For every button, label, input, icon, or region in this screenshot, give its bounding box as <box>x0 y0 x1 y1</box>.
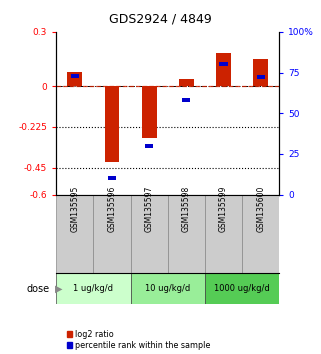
Text: 10 ug/kg/d: 10 ug/kg/d <box>145 284 190 293</box>
Bar <box>242 195 279 273</box>
Bar <box>216 53 231 86</box>
Text: 1000 ug/kg/d: 1000 ug/kg/d <box>214 284 270 293</box>
Bar <box>131 195 168 273</box>
Text: GSM135598: GSM135598 <box>182 186 191 232</box>
Bar <box>168 195 205 273</box>
Bar <box>67 72 82 86</box>
Text: GSM135596: GSM135596 <box>108 186 117 232</box>
Bar <box>93 195 131 273</box>
Bar <box>56 195 93 273</box>
Bar <box>253 59 268 86</box>
Text: GSM135600: GSM135600 <box>256 186 265 232</box>
Text: GSM135597: GSM135597 <box>145 186 154 232</box>
Bar <box>205 273 279 304</box>
Text: GSM135599: GSM135599 <box>219 186 228 232</box>
Bar <box>71 74 79 78</box>
Text: ▶: ▶ <box>55 284 62 293</box>
Bar <box>105 86 119 162</box>
Bar <box>182 98 190 102</box>
Bar <box>205 195 242 273</box>
Bar <box>108 176 116 181</box>
Bar <box>142 86 157 138</box>
Bar <box>131 273 205 304</box>
Legend: log2 ratio, percentile rank within the sample: log2 ratio, percentile rank within the s… <box>67 330 211 350</box>
Bar <box>56 273 131 304</box>
Text: dose: dose <box>27 284 50 293</box>
Bar <box>179 79 194 86</box>
Text: 1 ug/kg/d: 1 ug/kg/d <box>74 284 113 293</box>
Bar <box>145 144 153 148</box>
Bar <box>256 75 265 79</box>
Text: GSM135595: GSM135595 <box>70 186 79 232</box>
Bar <box>220 62 228 67</box>
Text: GDS2924 / 4849: GDS2924 / 4849 <box>109 12 212 25</box>
